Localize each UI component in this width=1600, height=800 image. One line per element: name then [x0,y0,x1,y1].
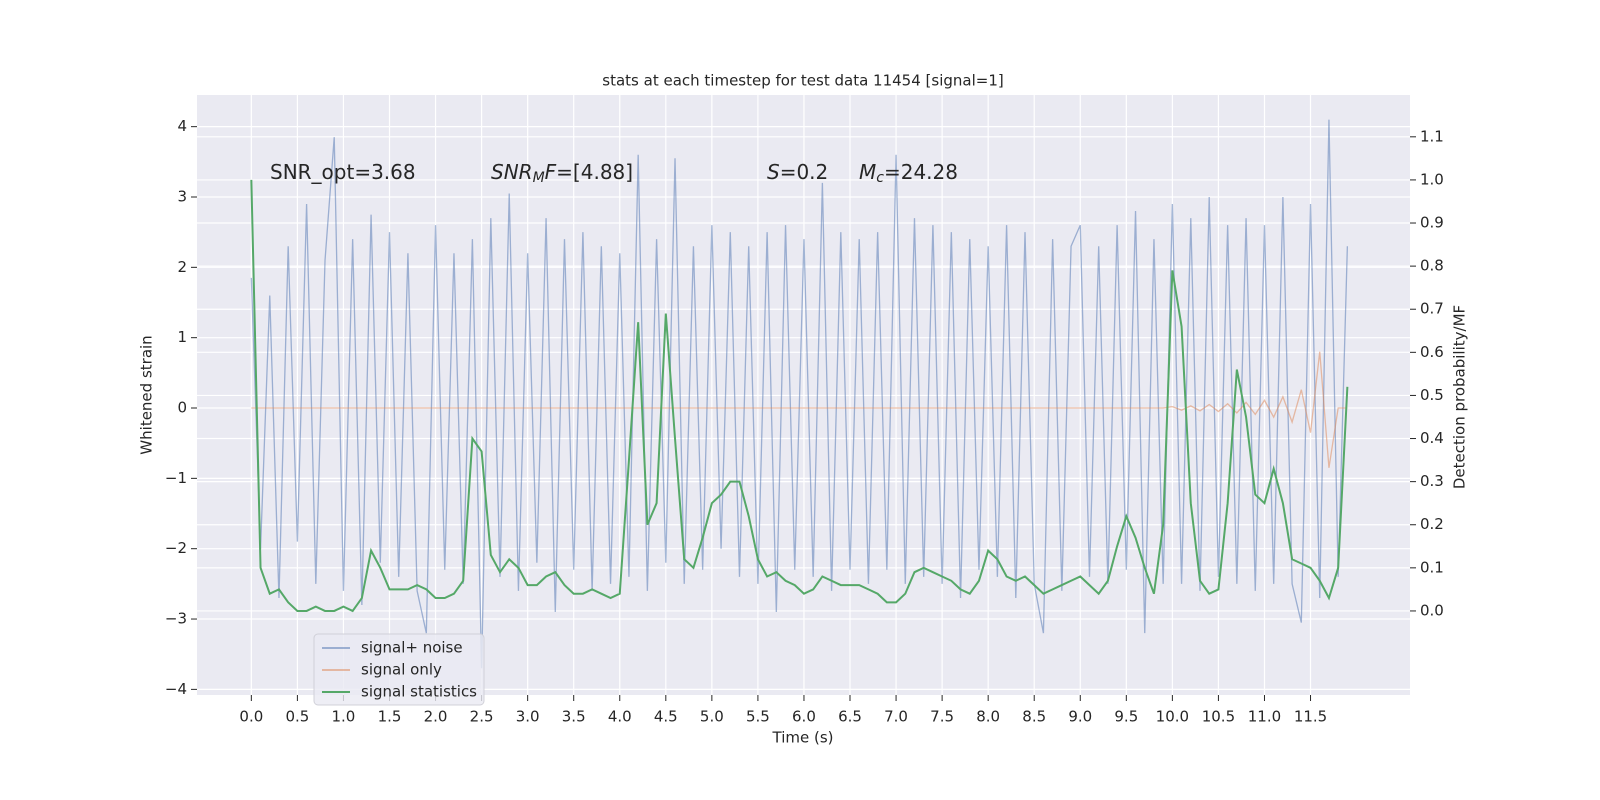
x-tick-label: 7.0 [884,708,908,726]
x-tick-label: 3.5 [562,708,586,726]
y2-axis-label: Detection probability/MF [1451,305,1469,489]
legend [313,633,485,706]
x-tick-label: 10.5 [1202,708,1235,726]
y2-tick-label: 0.7 [1420,300,1444,318]
x-tick-label: 9.5 [1114,708,1138,726]
annotation-part: c [876,170,884,186]
x-tick-label: 0.5 [285,708,309,726]
annotation-part: F [545,160,557,184]
y2-tick-label: 0.1 [1420,558,1444,576]
y2-tick-label: 1.0 [1420,170,1444,188]
legend-label: signal only [361,661,442,679]
x-tick-label: 2.5 [470,708,494,726]
x-tick-label: 6.0 [792,708,816,726]
legend-label: signal+ noise [361,639,463,657]
annotation-part: =24.28 [884,160,958,184]
legend-label: signal statistics [361,683,477,701]
annotation-part: M [859,160,876,184]
annotation-part: =[4.88] [556,160,633,184]
x-tick-label: 11.5 [1294,708,1327,726]
x-tick-label: 4.0 [608,708,632,726]
series-line [250,179,1349,613]
annotation-part: SNR_opt=3.68 [270,160,416,184]
y-tick-label: 2 [177,258,187,276]
annotation: Mc=24.28 [859,160,958,187]
y2-tick-label: 0.2 [1420,515,1444,533]
y2-tick-label: 1.1 [1420,127,1444,145]
chart-title: stats at each timestep for test data 114… [602,72,1003,90]
x-tick-label: 1.0 [332,708,356,726]
y-tick-label: −1 [165,469,187,487]
x-tick-label: 3.0 [516,708,540,726]
x-axis-label: Time (s) [772,729,834,747]
x-tick-label: 6.5 [838,708,862,726]
y-tick-label: −2 [165,539,187,557]
y-tick-label: 1 [177,328,187,346]
x-tick-label: 1.5 [378,708,402,726]
series-line [250,119,1349,669]
annotation-part: S [767,160,780,184]
y-tick-label: −4 [165,680,187,698]
y2-tick-label: 0.5 [1420,386,1444,404]
x-tick-label: 4.5 [654,708,678,726]
y2-tick-label: 0.4 [1420,429,1444,447]
x-tick-label: 11.0 [1248,708,1281,726]
annotation-part: =0.2 [780,160,829,184]
x-tick-label: 2.0 [424,708,448,726]
y2-tick-label: 0.8 [1420,257,1444,275]
x-tick-label: 7.5 [930,708,954,726]
y2-tick-label: 0.9 [1420,214,1444,232]
y2-tick-label: 0.6 [1420,343,1444,361]
x-tick-label: 5.5 [746,708,770,726]
x-tick-label: 5.0 [700,708,724,726]
y-tick-label: −3 [165,610,187,628]
y2-tick-label: 0.0 [1420,601,1444,619]
x-tick-label: 10.0 [1156,708,1189,726]
annotation: SNR_opt=3.68 [270,160,416,184]
y-tick-label: 0 [177,399,187,417]
y-tick-label: 4 [177,117,187,135]
y-tick-label: 3 [177,187,187,205]
y2-tick-label: 0.3 [1420,472,1444,490]
series-line [251,351,1348,468]
annotation: S=0.2 [767,160,828,184]
y-axis-label: Whitened strain [138,335,156,454]
x-tick-label: 8.0 [976,708,1000,726]
x-tick-label: 9.0 [1068,708,1092,726]
x-tick-label: 8.5 [1022,708,1046,726]
annotation: SNRMF=[4.88] [491,160,633,187]
annotation-part: M [533,170,545,186]
x-tick-label: 0.0 [239,708,263,726]
annotation-part: SNR [491,160,533,184]
